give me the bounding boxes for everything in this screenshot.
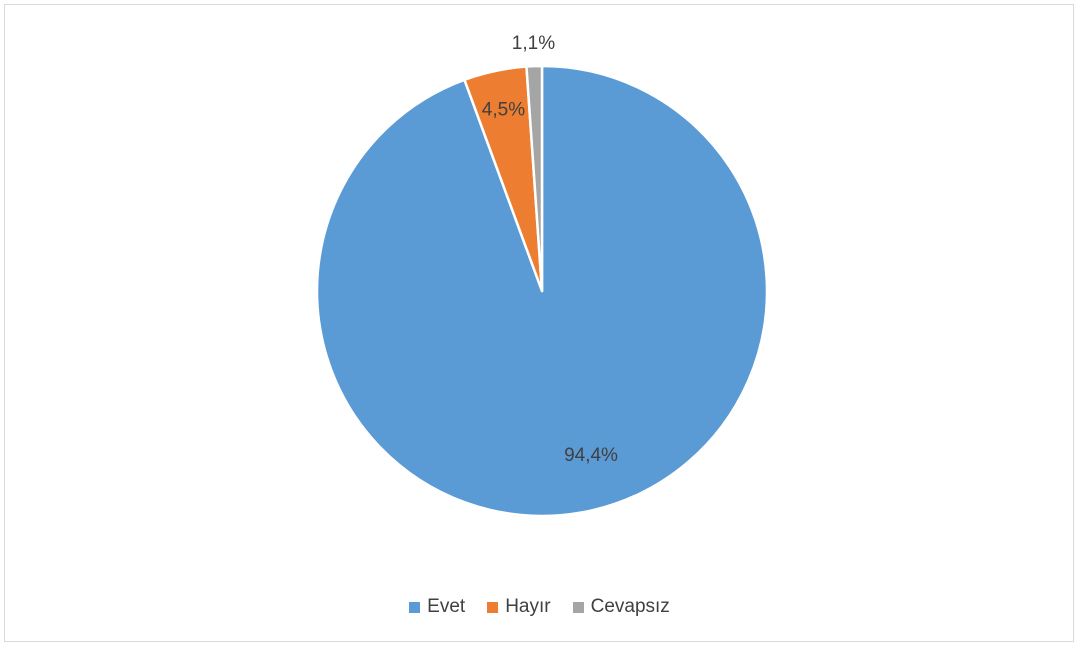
legend-entry-evet: Evet: [409, 596, 465, 618]
legend-swatch-hayir: [487, 601, 499, 613]
data-label-evet: 94,4%: [564, 445, 618, 466]
data-label-hayir: 4,5%: [482, 100, 525, 121]
legend-label-evet: Evet: [427, 596, 466, 617]
legend: Evet Hayır Cevapsız: [0, 592, 1079, 622]
legend-entry-hayir: Hayır: [487, 596, 551, 618]
legend-entry-cevapsiz: Cevapsız: [572, 596, 670, 618]
legend-swatch-evet: [409, 601, 421, 613]
pie-slice-cevapsiz: [525, 64, 544, 293]
legend-label-hayir: Hayır: [505, 596, 551, 617]
legend-label-cevapsiz: Cevapsız: [590, 596, 670, 617]
data-label-cevapsiz: 1,1%: [512, 33, 555, 54]
legend-swatch-cevapsiz: [572, 601, 584, 613]
